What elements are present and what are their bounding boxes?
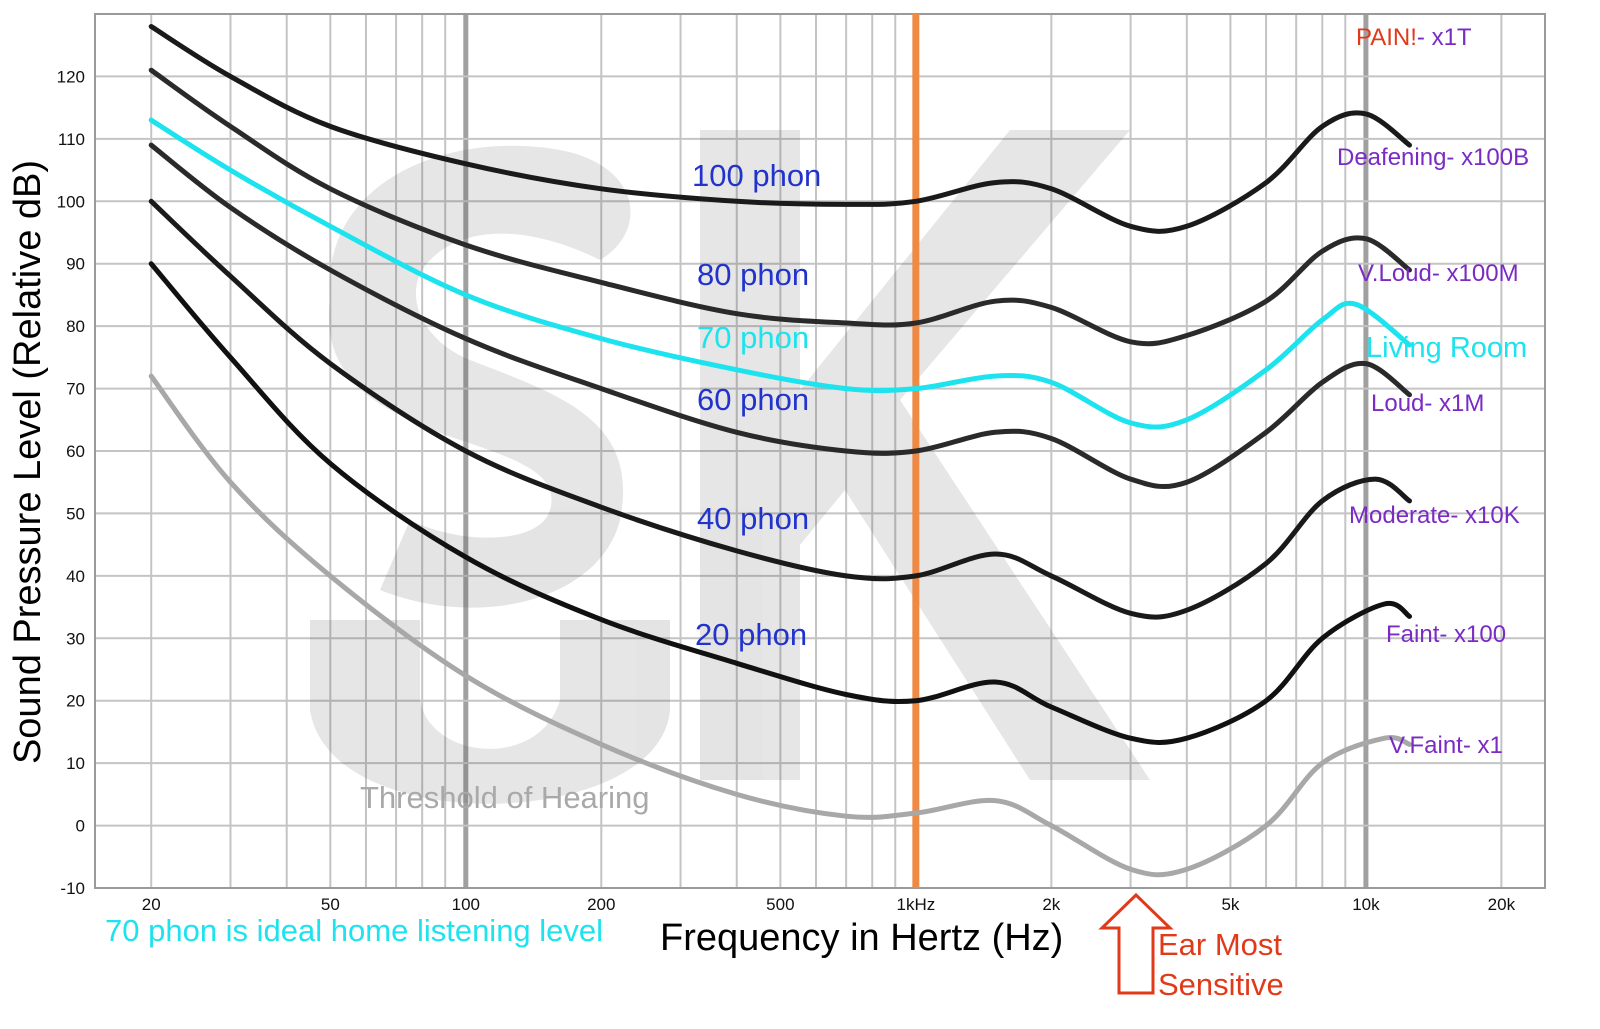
phon-label-70: 70 phon (697, 320, 809, 355)
y-tick-label: -10 (60, 879, 85, 898)
y-tick-label: 20 (66, 692, 85, 711)
x-tick-label: 50 (321, 895, 340, 914)
listening-level-note: 70 phon is ideal home listening level (105, 913, 603, 948)
x-tick-label: 200 (587, 895, 615, 914)
y-tick-label: 40 (66, 567, 85, 586)
phon-label-20: 20 phon (695, 617, 807, 652)
y-tick-label: 70 (66, 380, 85, 399)
x-tick-label: 100 (452, 895, 480, 914)
phon-label-60: 60 phon (697, 382, 809, 417)
y-tick-labels: -10 0 10 20 30 40 50 60 70 80 90 100 110 120 (57, 67, 85, 898)
series-line-60-phon (148, 142, 1412, 490)
x-tick-label: 20k (1488, 895, 1516, 914)
phon-label-100: 100 phon (692, 158, 821, 193)
ear-sensitive-label-2: Sensitive (1158, 967, 1284, 1002)
series-line-threshold-of-hearing (148, 373, 1412, 878)
series-line-40-phon (148, 198, 1412, 620)
x-tick-label: 5k (1221, 895, 1239, 914)
x-tick-label: 10k (1352, 895, 1380, 914)
x-axis-title: Frequency in Hertz (Hz) (660, 917, 1063, 959)
y-tick-label: 100 (57, 192, 85, 211)
y-tick-label: 80 (66, 317, 85, 336)
moderate-label: Moderate- x10K (1349, 502, 1520, 529)
deafening-label: Deafening- x100B (1337, 144, 1529, 171)
y-tick-label: 60 (66, 442, 85, 461)
watermark-logo (310, 130, 1150, 804)
x-tick-label: 20 (142, 895, 161, 914)
very-loud-label: V.Loud- x100M (1358, 260, 1519, 287)
y-tick-label: 0 (76, 817, 85, 836)
y-tick-label: 10 (66, 754, 85, 773)
phon-label-40: 40 phon (697, 501, 809, 536)
x-tick-labels: 20 50 100 200 500 1kHz 2k 5k 10k 20k (142, 895, 1516, 914)
very-faint-label: V.Faint- x1 (1389, 732, 1503, 759)
loud-label: Loud- x1M (1371, 390, 1484, 417)
axes (94, 13, 1546, 889)
ear-sensitive-arrow-icon (1098, 892, 1174, 995)
x-tick-label: 1kHz (896, 895, 935, 914)
pain-label: PAIN!- x1T (1356, 24, 1472, 51)
x-tick-label: 500 (766, 895, 794, 914)
faint-label: Faint- x100 (1386, 621, 1506, 648)
series-lines (148, 24, 1412, 878)
y-axis-title: Sound Pressure Level (Relative dB) (7, 160, 49, 764)
x-tick-label: 2k (1042, 895, 1060, 914)
y-tick-label: 110 (58, 130, 85, 149)
ear-sensitive-label-1: Ear Most (1158, 927, 1282, 962)
plot-frame (94, 13, 1546, 889)
y-tick-label: 90 (66, 255, 85, 274)
series-line-80-phon (148, 67, 1412, 347)
y-tick-label: 120 (57, 67, 85, 86)
series-line-100-phon (148, 24, 1412, 234)
living-room-label: Living Room (1366, 332, 1527, 364)
series-line-70-phon (148, 117, 1412, 430)
phon-label-80: 80 phon (697, 257, 809, 292)
y-tick-label: 30 (66, 629, 85, 648)
series-line-20-phon (148, 261, 1412, 745)
y-tick-label: 50 (66, 504, 85, 523)
threshold-label: Threshold of Hearing (360, 780, 650, 815)
